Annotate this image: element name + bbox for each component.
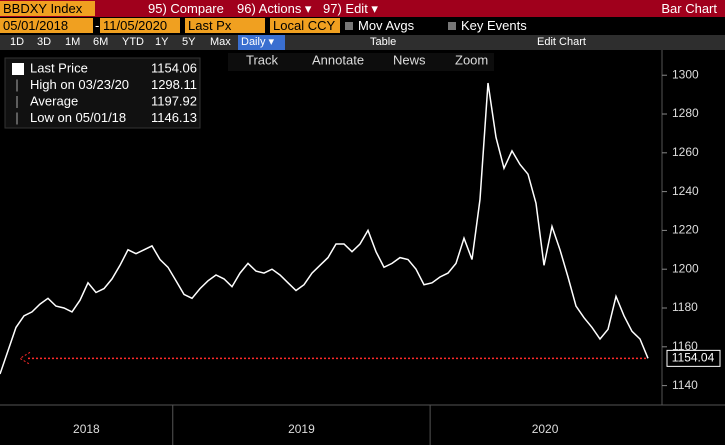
legend-label: High on 03/23/20	[30, 77, 129, 92]
option-label: Key Events	[461, 18, 527, 33]
start-date[interactable]: 05/01/2018	[0, 18, 93, 33]
checkbox[interactable]	[345, 22, 353, 30]
period-button[interactable]: 5Y	[182, 36, 196, 48]
legend-value: 1298.11	[151, 77, 197, 92]
title-bar: BBDXY Index 95) Compare 96) Actions ▾ 97…	[0, 0, 725, 17]
checkbox[interactable]	[448, 22, 456, 30]
chart: Track Annotate News Zoom Last Price 1154.06 Hi…	[0, 50, 725, 445]
period-button[interactable]: 1M	[65, 36, 81, 48]
option-label: Mov Avgs	[358, 18, 415, 33]
control-bar: 05/01/2018 - 11/05/2020 Last Px Local CC…	[0, 17, 725, 35]
legend-swatch	[12, 63, 24, 75]
y-tick-label: 1200	[672, 261, 699, 275]
y-tick-label: 1160	[672, 339, 698, 353]
legend-value: 1154.06	[151, 60, 197, 75]
y-tick-label: 1220	[672, 223, 699, 237]
legend-value: 1197.92	[151, 93, 197, 108]
reference-label: 1154.04	[672, 351, 715, 365]
tool-button[interactable]: Track	[246, 52, 279, 67]
period-button[interactable]: 1Y	[155, 36, 169, 48]
legend-label: Last Price	[30, 60, 88, 75]
x-tick-label: 2020	[532, 422, 559, 436]
y-tick-label: 1240	[672, 184, 699, 198]
option[interactable]: Key Events	[448, 18, 527, 33]
frequency-select[interactable]: Daily ▾	[238, 35, 285, 50]
period-button[interactable]: YTD	[122, 36, 144, 48]
x-tick-label: 2019	[288, 422, 315, 436]
y-tick-label: 1280	[672, 106, 699, 120]
y-tick-label: 1180	[672, 300, 698, 314]
y-tick-label: 1300	[672, 67, 699, 81]
tab[interactable]: Table	[370, 36, 397, 48]
tool-button[interactable]: News	[393, 52, 426, 67]
view-name: Bar Chart	[661, 1, 717, 16]
tool-strip	[228, 53, 494, 71]
legend-value: 1146.13	[151, 110, 197, 125]
tab[interactable]: Edit Chart	[537, 36, 586, 48]
legend-label: Low on 05/01/18	[30, 110, 126, 125]
tool-button[interactable]: Annotate	[312, 52, 364, 67]
period-button[interactable]: 3D	[37, 36, 52, 48]
y-tick-label: 1260	[672, 145, 699, 159]
date-separator: -	[95, 18, 100, 33]
y-tick-label: 1140	[672, 378, 698, 392]
period-button[interactable]: 1D	[10, 36, 25, 48]
reference-label-box	[666, 349, 721, 367]
currency-select[interactable]: Local CCY	[270, 18, 340, 33]
x-tick-label: 2018	[73, 422, 100, 436]
tool-button[interactable]: Zoom	[455, 52, 488, 67]
field-select[interactable]: Last Px	[185, 18, 265, 33]
period-bar: Daily ▾ Table Edit Chart 1D 3D 1M 6M YTD 1Y 5Y…	[0, 35, 725, 50]
price-line	[0, 82, 649, 375]
period-button[interactable]: 6M	[93, 36, 109, 48]
menu-compare[interactable]: 95) Compare	[148, 1, 224, 16]
legend-label: Average	[30, 93, 78, 108]
period-button[interactable]: Max	[210, 36, 231, 48]
menu-edit[interactable]: 97) Edit ▾	[323, 1, 378, 16]
end-date[interactable]: 11/05/2020	[100, 18, 180, 33]
option[interactable]: Mov Avgs	[345, 18, 414, 33]
legend-box	[4, 57, 201, 129]
ticker-field[interactable]: BBDXY Index	[0, 1, 95, 16]
menu-actions[interactable]: 96) Actions ▾	[237, 1, 312, 16]
